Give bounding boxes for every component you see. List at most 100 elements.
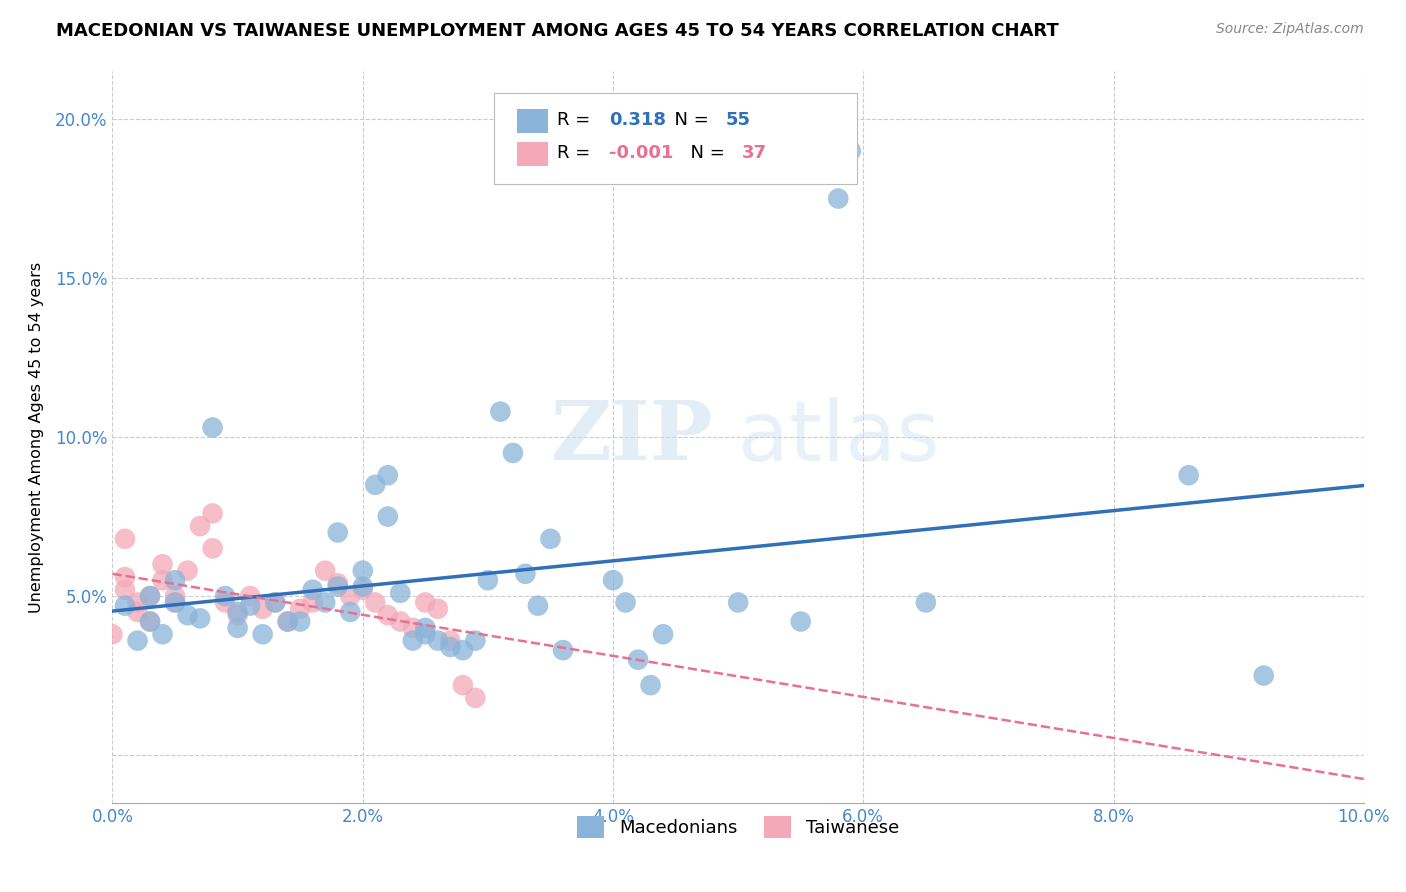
Point [502, 446, 524, 460]
Point [139, 589, 162, 603]
Legend: Macedonians, Taiwanese: Macedonians, Taiwanese [569, 808, 907, 845]
Point [451, 678, 474, 692]
Point [451, 643, 474, 657]
Point [176, 608, 198, 623]
Point [1177, 468, 1199, 483]
Point [727, 595, 749, 609]
Point [277, 615, 299, 629]
Text: 37: 37 [742, 145, 766, 162]
Point [827, 192, 849, 206]
Point [352, 564, 374, 578]
Point [489, 404, 512, 418]
Point [1253, 668, 1275, 682]
Point [163, 589, 186, 603]
Point [464, 633, 486, 648]
Point [464, 690, 486, 705]
Point [326, 525, 349, 540]
Point [551, 643, 574, 657]
Point [226, 621, 249, 635]
Point [839, 144, 862, 158]
Text: N =: N = [664, 112, 714, 129]
Point [127, 605, 149, 619]
Point [201, 541, 224, 556]
Point [139, 589, 162, 603]
Point [139, 615, 162, 629]
Text: Source: ZipAtlas.com: Source: ZipAtlas.com [1216, 22, 1364, 37]
Point [314, 564, 336, 578]
Point [252, 602, 274, 616]
Point [201, 507, 224, 521]
Point [377, 509, 399, 524]
Point [226, 605, 249, 619]
Text: atlas: atlas [738, 397, 939, 477]
Point [402, 633, 425, 648]
Point [139, 615, 162, 629]
Point [352, 580, 374, 594]
Text: 0.318: 0.318 [609, 112, 666, 129]
Point [602, 573, 624, 587]
Point [477, 573, 499, 587]
Text: MACEDONIAN VS TAIWANESE UNEMPLOYMENT AMONG AGES 45 TO 54 YEARS CORRELATION CHART: MACEDONIAN VS TAIWANESE UNEMPLOYMENT AMO… [56, 22, 1059, 40]
Point [389, 586, 412, 600]
Point [364, 595, 387, 609]
Point [114, 599, 136, 613]
Point [614, 595, 637, 609]
Point [326, 580, 349, 594]
Point [188, 611, 211, 625]
Point [415, 627, 437, 641]
Point [152, 627, 174, 641]
Text: 55: 55 [725, 112, 751, 129]
Point [515, 566, 537, 581]
Point [114, 532, 136, 546]
Point [527, 599, 550, 613]
Point [176, 564, 198, 578]
Text: R =: R = [557, 112, 596, 129]
Point [389, 615, 412, 629]
Text: N =: N = [679, 145, 731, 162]
Point [290, 602, 312, 616]
Point [214, 589, 236, 603]
Point [101, 627, 124, 641]
Point [152, 573, 174, 587]
Point [339, 589, 361, 603]
Point [352, 582, 374, 597]
Point [377, 608, 399, 623]
Point [339, 605, 361, 619]
Point [415, 621, 437, 635]
FancyBboxPatch shape [494, 93, 858, 184]
Point [439, 633, 461, 648]
Point [301, 595, 323, 609]
Point [377, 468, 399, 483]
Y-axis label: Unemployment Among Ages 45 to 54 years: Unemployment Among Ages 45 to 54 years [30, 261, 44, 613]
Point [301, 582, 323, 597]
Point [326, 576, 349, 591]
FancyBboxPatch shape [516, 109, 548, 133]
FancyBboxPatch shape [516, 142, 548, 166]
Point [627, 653, 650, 667]
Point [790, 615, 813, 629]
Point [114, 582, 136, 597]
Point [201, 420, 224, 434]
Point [426, 602, 449, 616]
Text: -0.001: -0.001 [609, 145, 673, 162]
Point [652, 627, 675, 641]
Point [290, 615, 312, 629]
Point [277, 615, 299, 629]
Point [188, 519, 211, 533]
Point [264, 595, 287, 609]
Point [415, 595, 437, 609]
Point [364, 477, 387, 491]
Point [314, 595, 336, 609]
Point [439, 640, 461, 654]
Point [163, 573, 186, 587]
Point [540, 532, 562, 546]
Point [163, 595, 186, 609]
Point [239, 599, 262, 613]
Point [426, 633, 449, 648]
Point [640, 678, 662, 692]
Point [214, 595, 236, 609]
Point [252, 627, 274, 641]
Point [264, 595, 287, 609]
Point [127, 633, 149, 648]
Point [915, 595, 938, 609]
